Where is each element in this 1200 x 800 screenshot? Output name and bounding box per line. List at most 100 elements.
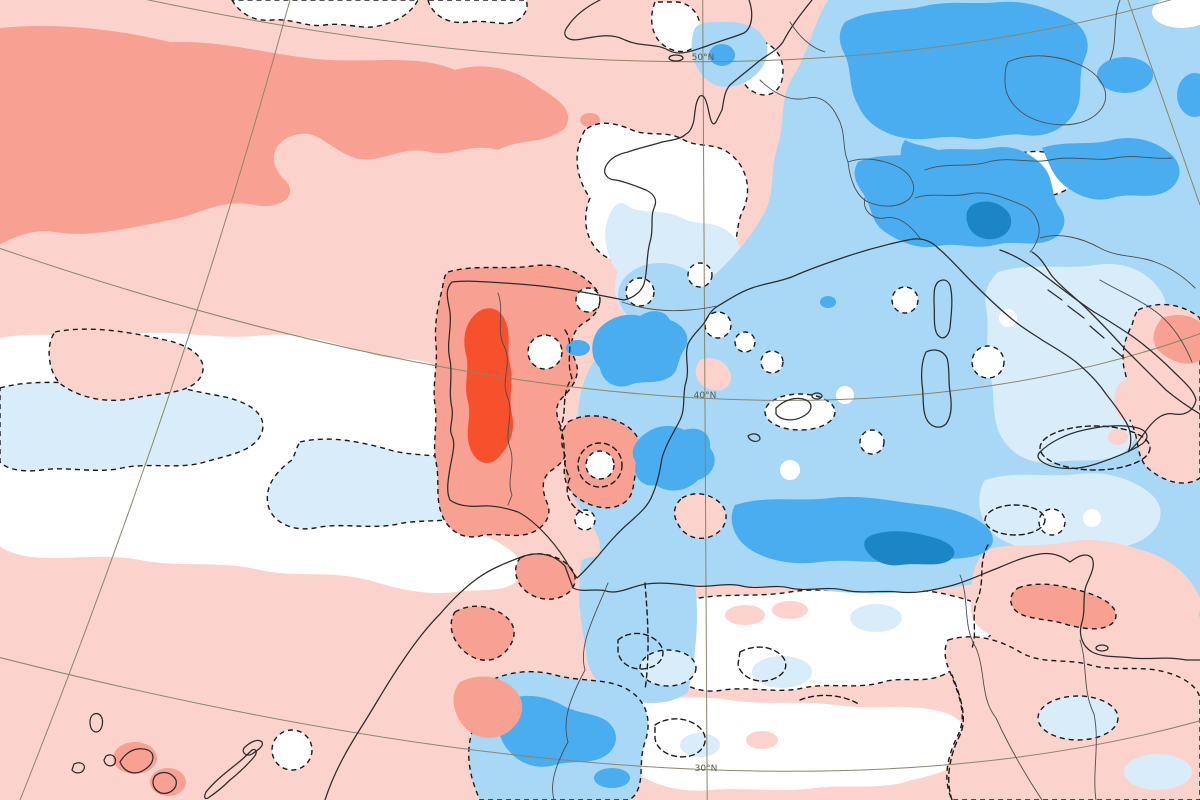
border-layer [497,0,1196,800]
warm-anomaly-spot [433,95,461,115]
cold-strong-algeria-coast [864,531,955,566]
neutral-spot [1083,509,1101,527]
neutral-spot [527,334,563,370]
coastline-djerba [1095,644,1109,652]
zero-contour [984,504,1046,536]
neutral-region [231,0,419,28]
warm-anomaly-tunisia [1010,583,1117,630]
neutral-spot [271,729,313,771]
cold-medium-ne-spain [592,311,688,387]
neutral-spot [999,309,1017,327]
graticule-label-layer: 50°N 40°N 30°N [692,53,718,774]
zero-contour-layer [559,329,1151,800]
border-slovenia-croatia [1039,235,1196,289]
border-netherlands-germany [789,21,826,53]
zero-contour [1039,425,1151,471]
cold-weak-spot [639,649,697,687]
cold-medium-germany [839,1,1088,140]
neutral-spot [625,277,655,307]
neutral-spot [1152,0,1200,28]
neutral-spot [585,450,615,480]
border-austria-hungary [1049,156,1173,161]
neutral-spot [760,350,784,374]
warm-anomaly-blob [0,25,569,244]
cold-strong-adriatic [966,201,1012,240]
border-germany-poland [1109,0,1121,61]
latitude-label-40n: 40°N [694,391,717,401]
coastline-layer [71,0,1200,800]
latitude-label-30n: 30°N [695,764,718,774]
warm-weak-spot [746,731,778,749]
neutral-region [629,695,970,791]
cold-medium-spot [1097,57,1153,93]
warm-anomaly-atlas-south [453,676,523,738]
warm-anomaly-atlas [450,605,515,661]
coastline-dalmatia [1031,251,1200,415]
warm-anomaly-spot [580,113,600,127]
zero-contour [577,442,623,488]
cold-medium-alps [854,146,1065,248]
coastline-adriatic-islands [1047,289,1125,359]
cold-medium-sahara [498,695,616,767]
zero-contour [799,694,861,706]
warm-anomaly-canaries [150,768,186,796]
coastline-isle-of-wight [668,54,684,62]
warm-anomaly-morocco-coast [514,553,576,600]
coastline-north-africa [324,552,1200,800]
border-tunisia-libya [1079,639,1097,800]
border-italy-north [864,192,1040,253]
neutral-spot [1038,508,1066,536]
parallel-40n [0,247,1200,401]
zero-contour [654,718,706,758]
border-bosnia [1099,279,1193,363]
coastline-ibiza [747,433,761,443]
zero-contour [644,582,649,691]
neutral-spot [859,429,885,455]
coastline-menorca [811,392,823,400]
coastline-el-hierro [71,762,86,774]
coastline-canary-islands [71,712,264,800]
neutral-region [427,0,528,25]
zero-contour [971,544,989,649]
coastline-tenerife [119,748,154,774]
cold-medium-alboran [632,425,715,491]
cold-medium-spot [594,768,630,788]
coastline-la-palma [89,712,104,733]
warm-weak-patch [970,540,1200,645]
neutral-spot [891,286,919,314]
meridian-line [1127,0,1200,206]
cold-medium-spot [709,44,735,66]
neutral-spot [780,460,800,480]
border-morocco-algeria [552,582,609,800]
coastline-mallorca [775,397,812,421]
border-spain-portugal [497,292,513,506]
coastline-england [564,0,753,54]
cold-weak-region [979,473,1161,552]
meridian-line [702,0,708,800]
coastline-sardinia [921,349,952,428]
cold-weak-spot [752,656,812,688]
neutral-spot [971,345,1005,379]
cold-medium-spot [820,296,836,308]
cold-weak-spot [680,733,720,757]
warm-weak-spot [1108,429,1128,445]
parallel-50n [146,0,1172,63]
zero-contour [559,329,589,516]
warm-weak-patch [673,493,727,540]
neutral-spot [687,262,713,288]
cold-medium-spot [1177,73,1200,117]
cold-medium-spot [566,340,590,356]
coastline-gran-canaria [152,771,177,794]
cold-medium-adriatic-north [1042,137,1180,200]
warm-weak-spot [725,605,765,625]
border-algeria-tunisia [959,574,1043,800]
neutral-spot [836,386,854,404]
coastline-la-gomera [103,754,117,767]
latitude-label-50n: 50°N [692,53,715,63]
warm-weak-patch [48,328,204,401]
parallel-30n [0,657,1200,772]
border-france-belgium-germany [759,79,849,163]
border-czechia [1004,55,1107,126]
